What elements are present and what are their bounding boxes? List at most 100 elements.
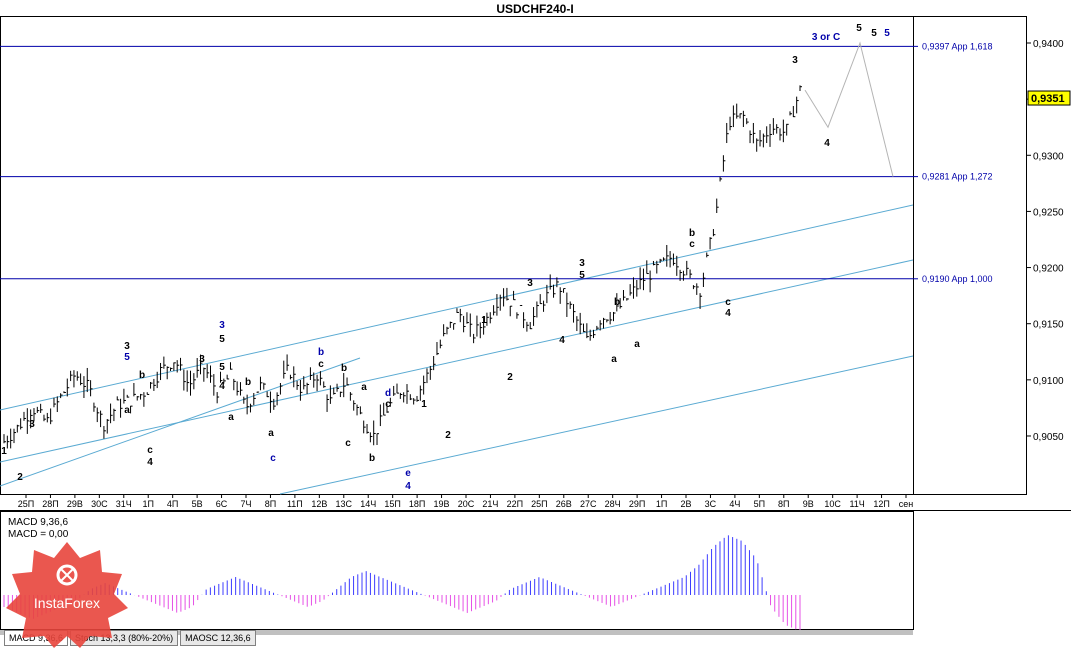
x-tick-label: 29П [629,499,645,509]
x-axis: 25П 28П 29В 30С 31Ч 1П 4П 5В 6С 7Ч 8П 11П 12В 13С 14Ч 1… [18,494,913,509]
x-tick-label: 26В [556,499,572,509]
x-tick-label: 20С [458,499,475,509]
chart-title: USDCHF240-I [496,2,573,16]
wave-label: a [268,428,274,439]
y-tick-label: 0,9400 [1033,39,1064,50]
wave-label: c [147,445,153,456]
x-tick-label: 9В [803,499,814,509]
price-tag-box [1027,90,1071,106]
wave-label: 4 [219,381,225,392]
y-tick-label: 0,9200 [1033,264,1064,275]
y-tick-label: 0,9300 [1033,151,1064,162]
trend-channels [0,204,914,495]
target-label: 0,9190 App 1,000 [922,274,993,284]
x-tick-label: 11Ч [849,499,864,509]
x-tick-label: 28Ч [605,499,621,509]
wave-label: b [341,363,347,374]
x-tick-label: 5П [754,499,765,509]
x-tick-label: 11П [287,499,303,509]
wave-label: 2 [507,372,513,383]
x-tick-label: 14Ч [360,499,376,509]
price-bars [3,85,802,449]
wave-label: 5 [856,23,862,34]
wave-label: a [634,339,640,350]
wave-label: b [139,370,145,381]
wave-label: 5 [871,28,877,39]
x-tick-label: 25П [18,499,34,509]
wave-label: b [614,297,620,308]
projection-path [804,41,894,177]
y-tick-label: 0,9100 [1033,376,1064,387]
current-price-tag: 0,9351 [1027,90,1071,106]
x-tick-label: 21Ч [482,499,498,509]
wave-label: 3 [219,320,225,331]
wave-label: 3 [579,258,585,269]
x-tick-label: 1П [656,499,667,509]
projection-line [804,41,894,177]
x-tick-label: 30С [91,499,108,509]
wave-label: 3 [792,55,798,66]
x-tick-label: 4Ч [729,499,740,509]
x-tick-label: 5В [192,499,203,509]
y-tick-label: 0,9250 [1033,207,1064,218]
logo-text: InstaForex [34,595,100,611]
wave-label: 3 [124,341,130,352]
wave-label: 1 [481,315,487,326]
macd-frame [0,511,914,630]
wave-label: a [228,412,234,423]
wave-label: 2 [17,472,23,483]
x-tick-label: 25П [531,499,547,509]
x-tick-label: 1П [142,499,153,509]
channel-line [0,357,361,487]
wave-label: b [369,453,375,464]
wave-label: 4 [147,457,153,468]
wave-label: 3 [527,278,533,289]
y-tick-label: 0,9050 [1033,432,1064,443]
channel-line [279,355,914,495]
x-tick-label: 13С [336,499,353,509]
wave-label: 5 [124,352,130,363]
wave-label: a [124,405,130,416]
channel-line [0,204,914,411]
macd-title: MACD 9,36,6 [8,517,68,528]
wave-label: c [318,359,324,370]
wave-label: c [345,438,351,449]
x-tick-label: 22П [507,499,523,509]
x-tick-label: 28П [42,499,58,509]
wave-label: e [405,468,411,479]
x-tick-label: 7Ч [240,499,251,509]
wave-label: b [318,347,324,358]
wave-label: a [361,382,367,393]
x-tick-label: 31Ч [116,499,132,509]
wave-label: 4 [405,481,411,492]
wave-label: 3 [29,419,35,430]
wave-label: c [689,239,695,250]
macd-value: MACD = 0,00 [8,529,69,540]
scrollbar[interactable] [0,630,913,635]
wave-label: b [245,377,251,388]
x-tick-label: 6С [216,499,228,509]
wave-label: 1 [1,446,7,457]
tab-maosc[interactable]: MAOSC 12,36,6 [180,630,256,646]
wave-label: 5 [219,334,225,345]
wave-label: a [611,354,617,365]
wave-label: c [385,399,391,410]
x-tick-label: 12П [873,499,889,509]
x-tick-label: 18П [409,499,425,509]
x-tick-label: 10С [824,499,841,509]
x-tick-label: 12В [311,499,327,509]
x-tick-label: 15П [384,499,400,509]
target-label: 0,9397 App 1,618 [922,41,993,51]
y-tick-label: 0,9150 [1033,320,1064,331]
wave-label: 2 [445,430,451,441]
wave-label: 4 [725,308,731,319]
channel-line [0,259,914,463]
wave-label: 5 [219,362,225,373]
wave-label: c [725,297,731,308]
x-tick-label: 19В [434,499,450,509]
wave-label: 5 [884,28,890,39]
wave-label: 4 [824,138,830,149]
wave-label: c [270,453,276,464]
